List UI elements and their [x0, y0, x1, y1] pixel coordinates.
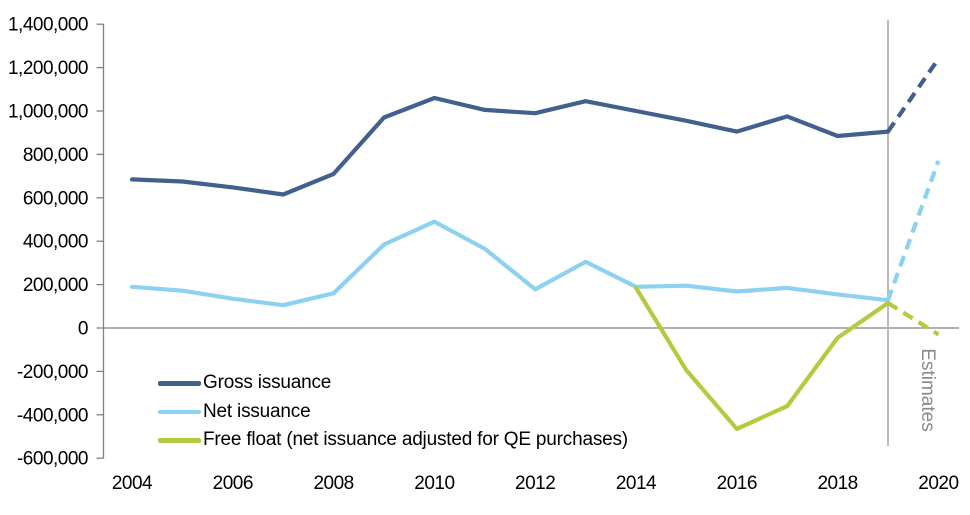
x-tick-label: 2020 — [918, 473, 958, 494]
legend-label-gross-issuance: Gross issuance — [203, 372, 332, 394]
x-tick-label: 2012 — [515, 473, 555, 494]
x-tick-label: 2004 — [112, 473, 153, 494]
x-tick-label: 2008 — [313, 473, 353, 494]
y-tick-label: 400,000 — [23, 232, 88, 253]
x-tick-label: 2006 — [213, 473, 253, 494]
legend-label-net-issuance: Net issuance — [203, 400, 311, 422]
y-tick-label: 1,200,000 — [8, 58, 88, 79]
x-tick-label: 2014 — [616, 473, 657, 494]
y-tick-label: 800,000 — [23, 145, 88, 166]
legend-swatch-net-issuance — [158, 409, 201, 414]
y-tick-label: 1,400,000 — [8, 15, 88, 36]
legend-item-free-float: Free float (net issuance adjusted for QE… — [158, 426, 628, 455]
y-tick-label: -600,000 — [17, 449, 88, 470]
net-issuance-line — [129, 219, 891, 308]
y-tick-label: 1,000,000 — [8, 102, 88, 123]
y-tick-label: -400,000 — [17, 405, 88, 426]
x-tick-label: 2016 — [717, 473, 757, 494]
legend-swatch-gross-issuance — [158, 381, 201, 386]
legend-swatch-free-float — [158, 438, 201, 443]
legend-item-net-issuance: Net issuance — [158, 398, 628, 427]
x-tick-label: 2010 — [414, 473, 454, 494]
legend-item-gross-issuance: Gross issuance — [158, 369, 628, 398]
legend-label-free-float: Free float (net issuance adjusted for QE… — [203, 429, 628, 451]
gross-issuance-estimate-line — [886, 57, 941, 133]
free-float-net-issuance-adjusted-for-qe-purchases-estimate-line — [886, 301, 940, 337]
free-float-net-issuance-adjusted-for-qe-purchases-line — [633, 285, 891, 431]
y-tick-label: 600,000 — [23, 188, 88, 209]
y-tick-label: 0 — [78, 319, 88, 340]
y-tick-label: 200,000 — [23, 275, 88, 296]
y-tick-label: -200,000 — [17, 362, 88, 383]
gross-issuance-line — [129, 95, 891, 197]
legend: Gross issuance Net issuance Free float (… — [158, 369, 628, 455]
estimates-label: Estimates — [917, 348, 938, 431]
x-tick-label: 2018 — [817, 473, 857, 494]
net-issuance-estimate-line — [886, 160, 941, 301]
